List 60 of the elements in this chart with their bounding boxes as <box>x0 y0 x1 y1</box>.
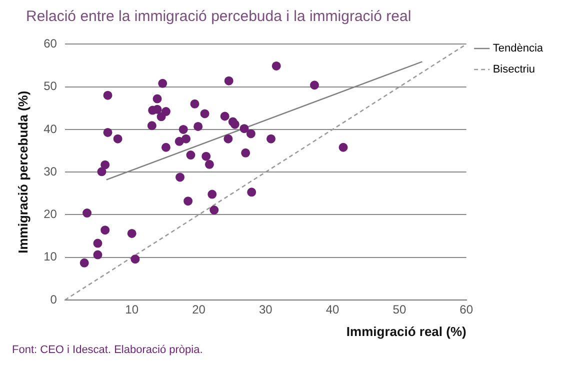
x-tick-label: 40 <box>326 302 340 317</box>
point <box>220 112 230 121</box>
point <box>147 121 156 130</box>
point <box>152 94 162 104</box>
y-tick-label: 60 <box>44 36 58 51</box>
point <box>158 78 168 88</box>
point <box>161 142 170 152</box>
point <box>156 112 166 122</box>
point <box>200 109 210 118</box>
point <box>103 128 112 137</box>
point <box>93 250 102 260</box>
point <box>202 152 211 161</box>
legend-label: Bisectriu <box>492 64 536 76</box>
point <box>113 134 122 144</box>
y-tick-label: 0 <box>50 292 58 306</box>
point <box>210 206 219 215</box>
point <box>186 150 196 160</box>
point <box>246 129 256 138</box>
point <box>82 208 92 218</box>
point <box>310 80 319 90</box>
point <box>178 124 188 134</box>
point <box>208 190 217 199</box>
y-tick-label: 40 <box>44 122 58 136</box>
x-tick-label: 20 <box>192 302 206 317</box>
x-tick-label: 60 <box>460 302 474 317</box>
point <box>100 160 110 170</box>
point <box>174 136 184 146</box>
x-tick-label: 10 <box>125 302 139 317</box>
point <box>230 120 240 129</box>
chart-title: Relació entre la immigració percebuda i la immigració real <box>26 8 412 25</box>
point <box>194 122 203 131</box>
point <box>240 124 249 134</box>
point <box>103 90 112 100</box>
point <box>247 188 256 197</box>
y-tick-label: 30 <box>44 164 58 178</box>
legend-label: Tendència <box>492 42 544 55</box>
text: Font: CEO i Idescat. Elaboració pròpia. <box>12 344 204 356</box>
point <box>272 61 281 70</box>
point <box>130 254 140 264</box>
x-tick-label: 50 <box>392 302 406 317</box>
point <box>241 148 250 158</box>
point <box>190 99 200 108</box>
point <box>80 258 89 268</box>
y-tick-label: 50 <box>44 79 58 94</box>
point <box>93 238 102 248</box>
point <box>204 160 214 169</box>
point <box>184 196 193 206</box>
point <box>224 76 234 86</box>
y-tick-label: 10 <box>44 250 58 264</box>
y-tick-label: 20 <box>44 207 58 222</box>
point <box>224 134 233 144</box>
point <box>338 142 348 152</box>
point <box>266 134 276 144</box>
x-axis-title: Immigració real (%) <box>346 324 466 339</box>
y-axis-title: Immigració percebuda (%) <box>15 90 30 254</box>
point <box>100 226 110 235</box>
x-tick-label: 30 <box>258 302 273 317</box>
point <box>176 172 185 182</box>
point <box>127 228 136 238</box>
point <box>97 167 106 176</box>
